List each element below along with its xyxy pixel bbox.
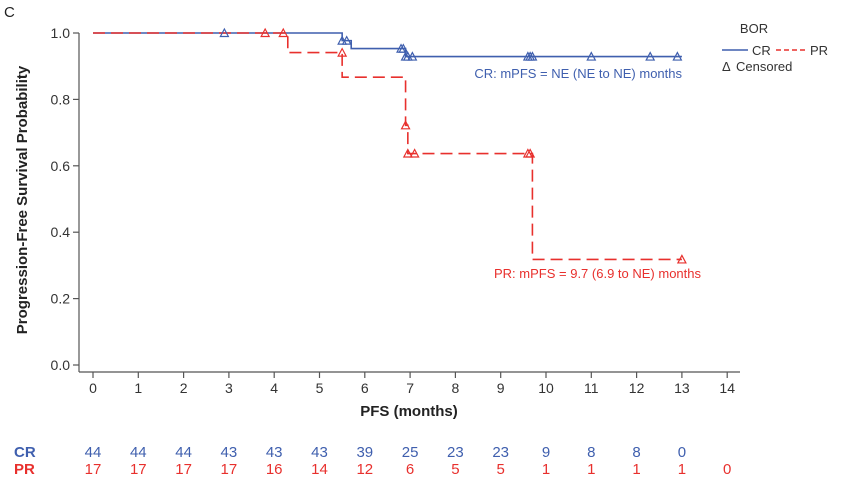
risk-value-pr: 17 bbox=[85, 461, 102, 478]
censor-mark-cr bbox=[398, 43, 409, 53]
censor-mark-cr bbox=[586, 51, 597, 61]
x-tick-label: 2 bbox=[180, 380, 188, 396]
legend: BOR CR PR Δ Censored bbox=[722, 21, 828, 74]
risk-table: CR PR 44 44 44 43 43 43 39 25 23 23 9 8 8 017 17 17 17 16… bbox=[14, 444, 731, 478]
censor-mark-cr bbox=[527, 51, 538, 61]
risk-value-cr: 44 bbox=[175, 444, 192, 461]
risk-value-cr: 23 bbox=[492, 444, 509, 461]
x-tick-label: 3 bbox=[225, 380, 233, 396]
risk-value-pr: 5 bbox=[451, 461, 459, 478]
y-tick-label: 0.6 bbox=[51, 158, 71, 174]
y-tick-label: 0.8 bbox=[51, 91, 71, 107]
y-tick-label: 0.0 bbox=[51, 357, 71, 373]
series-line-cr bbox=[93, 32, 682, 58]
y-axis-title: Progression-Free Survival Probability bbox=[14, 65, 31, 334]
x-tick-label: 6 bbox=[361, 380, 369, 396]
risk-value-pr: 5 bbox=[497, 461, 505, 478]
legend-title: BOR bbox=[740, 21, 768, 36]
x-tick-label: 9 bbox=[497, 380, 505, 396]
risk-value-cr: 43 bbox=[221, 444, 238, 461]
x-tick-label: 10 bbox=[538, 380, 554, 396]
censor-marks bbox=[219, 27, 687, 264]
risk-value-cr: 23 bbox=[447, 444, 464, 461]
x-axis-title: PFS (months) bbox=[360, 403, 458, 420]
risk-value-cr: 43 bbox=[266, 444, 283, 461]
risk-value-pr: 6 bbox=[406, 461, 414, 478]
censor-mark-cr bbox=[672, 51, 683, 61]
risk-value-cr: 44 bbox=[130, 444, 147, 461]
censor-mark-pr bbox=[260, 27, 271, 38]
legend-censored-label: Censored bbox=[736, 59, 792, 74]
censor-mark-pr bbox=[402, 148, 413, 158]
risk-value-cr: 25 bbox=[402, 444, 419, 461]
risk-value-pr: 14 bbox=[311, 461, 328, 478]
censor-mark-cr bbox=[645, 51, 656, 61]
x-tick-label: 8 bbox=[452, 380, 460, 396]
cr-annotation: CR: mPFS = NE (NE to NE) months bbox=[474, 66, 682, 81]
risk-value-pr: 1 bbox=[542, 461, 550, 478]
risk-value-pr: 17 bbox=[221, 461, 238, 478]
risk-value-cr: 44 bbox=[85, 444, 102, 461]
censor-mark-pr bbox=[409, 148, 420, 158]
x-tick-label: 13 bbox=[674, 380, 690, 396]
censor-mark-pr bbox=[400, 120, 411, 130]
y-tick-label: 0.2 bbox=[51, 291, 71, 307]
y-ticks: 0.0 0.2 0.4 0.6 0.8 1.0 bbox=[51, 25, 79, 373]
risk-value-cr: 8 bbox=[587, 444, 595, 461]
censor-mark-pr bbox=[337, 47, 348, 57]
risk-value-pr: 1 bbox=[678, 461, 686, 478]
risk-value-cr: 39 bbox=[356, 444, 373, 461]
censor-mark-cr bbox=[219, 27, 230, 38]
censor-mark-pr bbox=[676, 254, 687, 264]
x-tick-label: 11 bbox=[584, 380, 599, 396]
y-tick-label: 1.0 bbox=[51, 25, 71, 41]
x-tick-label: 4 bbox=[270, 380, 278, 396]
risk-value-cr: 43 bbox=[311, 444, 328, 461]
censor-mark-cr bbox=[407, 51, 418, 61]
risk-value-pr: 0 bbox=[723, 461, 731, 478]
legend-censored-symbol: Δ bbox=[722, 59, 731, 74]
risk-value-pr: 1 bbox=[587, 461, 595, 478]
x-tick-label: 12 bbox=[629, 380, 645, 396]
x-tick-label: 1 bbox=[134, 380, 142, 396]
panel-label: C bbox=[4, 4, 15, 21]
risk-value-pr: 16 bbox=[266, 461, 283, 478]
risk-value-pr: 1 bbox=[632, 461, 640, 478]
legend-pr-label: PR bbox=[810, 43, 828, 58]
censor-mark-cr bbox=[341, 35, 352, 45]
pr-annotation: PR: mPFS = 9.7 (6.9 to NE) months bbox=[494, 266, 701, 281]
axes bbox=[78, 33, 740, 373]
risk-label-pr: PR bbox=[14, 461, 35, 478]
legend-cr-label: CR bbox=[752, 43, 771, 58]
risk-value-pr: 17 bbox=[130, 461, 147, 478]
censor-mark-pr bbox=[278, 27, 289, 38]
y-tick-label: 0.4 bbox=[51, 224, 71, 240]
risk-value-pr: 17 bbox=[175, 461, 192, 478]
risk-value-pr: 12 bbox=[356, 461, 373, 478]
censor-mark-pr bbox=[525, 148, 536, 158]
risk-value-cr: 0 bbox=[678, 444, 686, 461]
x-tick-label: 14 bbox=[719, 380, 735, 396]
x-tick-label: 0 bbox=[89, 380, 97, 396]
x-tick-label: 7 bbox=[406, 380, 414, 396]
x-ticks: 0 1 2 3 4 5 6 7 8 9 10 11 12 13 14 bbox=[89, 372, 735, 396]
risk-value-cr: 9 bbox=[542, 444, 550, 461]
x-tick-label: 5 bbox=[316, 380, 324, 396]
risk-value-cr: 8 bbox=[632, 444, 640, 461]
series-line-pr bbox=[93, 32, 682, 261]
risk-label-cr: CR bbox=[14, 444, 36, 461]
